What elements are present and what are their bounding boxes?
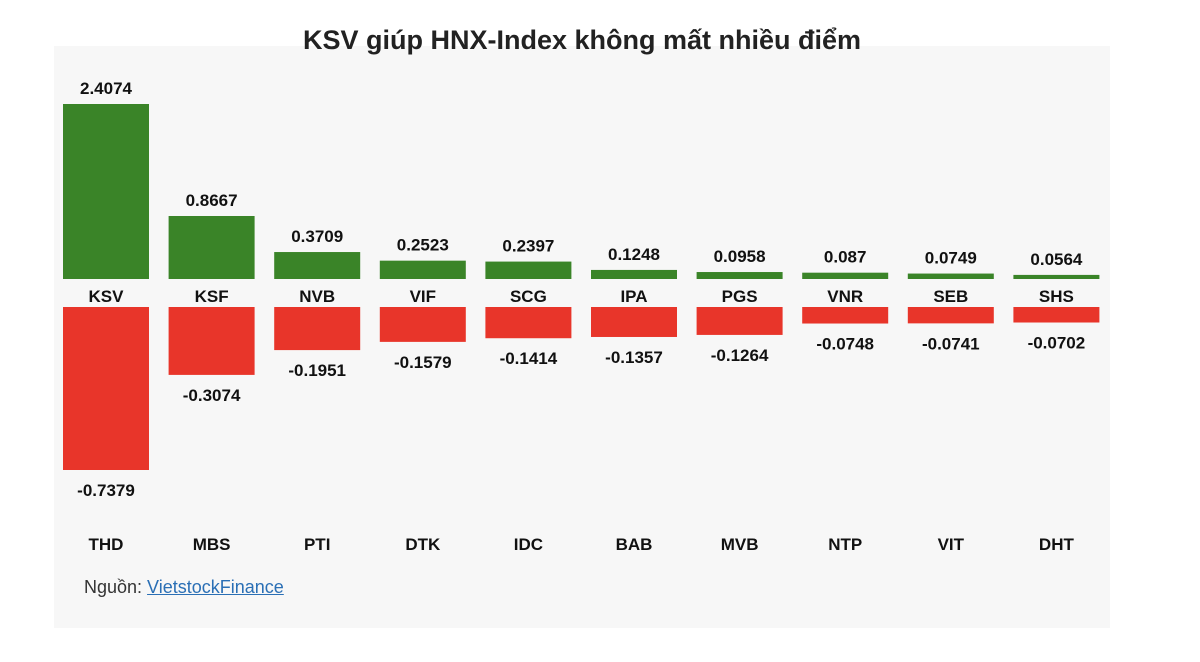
positive-category-label: KSF — [195, 287, 229, 306]
negative-bar — [274, 307, 361, 351]
positive-value-label: 0.8667 — [186, 191, 238, 210]
negative-category-label: MVB — [721, 535, 759, 554]
negative-bar — [379, 307, 466, 342]
positive-value-label: 0.1248 — [608, 245, 660, 264]
positive-category-label: NVB — [299, 287, 335, 306]
negative-bar — [485, 307, 572, 339]
negative-category-label: VIT — [938, 535, 965, 554]
negative-bar — [802, 307, 889, 324]
negative-category-label: DTK — [405, 535, 441, 554]
negative-bar — [63, 307, 149, 470]
positive-bar — [63, 104, 149, 279]
negative-value-label: -0.1357 — [605, 348, 663, 367]
negative-value-label: -0.1951 — [288, 361, 346, 380]
negative-value-label: -0.1579 — [394, 353, 452, 372]
negative-value-label: -0.1264 — [711, 346, 769, 365]
positive-value-label: 2.4074 — [80, 79, 133, 98]
positive-value-label: 0.3709 — [291, 227, 343, 246]
positive-value-label: 0.087 — [824, 248, 867, 267]
positive-category-label: PGS — [722, 287, 758, 306]
positive-category-label: KSV — [89, 287, 125, 306]
positive-bar — [907, 273, 994, 279]
positive-value-label: 0.2397 — [502, 237, 554, 256]
positive-bar — [591, 269, 677, 279]
positive-bar — [379, 260, 466, 279]
negative-bar — [591, 307, 677, 337]
source-note: Nguồn: VietstockFinance — [84, 577, 284, 598]
positive-bar — [1013, 274, 1100, 279]
positive-category-label: IPA — [620, 287, 647, 306]
negative-bar — [168, 307, 255, 375]
negative-bar — [1013, 307, 1100, 323]
positive-category-label: VIF — [410, 287, 436, 306]
positive-value-label: 0.0749 — [925, 249, 977, 268]
positive-bar — [485, 261, 572, 279]
negative-bar — [696, 307, 783, 335]
negative-bar — [907, 307, 994, 324]
chart-title: KSV giúp HNX-Index không mất nhiều điểm — [302, 25, 862, 55]
negative-value-label: -0.3074 — [183, 386, 241, 405]
negative-value-label: -0.0748 — [816, 335, 874, 354]
positive-category-label: SCG — [510, 287, 547, 306]
source-prefix: Nguồn: — [84, 577, 148, 597]
negative-value-label: -0.1414 — [500, 349, 558, 368]
negative-category-label: NTP — [828, 535, 862, 554]
positive-value-label: 0.2523 — [397, 236, 449, 255]
positive-bar — [274, 252, 361, 279]
negative-value-label: -0.7379 — [77, 481, 135, 500]
positive-category-label: SEB — [933, 287, 968, 306]
negative-value-label: -0.0741 — [922, 334, 980, 353]
positive-bar — [696, 272, 783, 279]
negative-category-label: MBS — [193, 535, 231, 554]
positive-category-label: SHS — [1039, 287, 1074, 306]
negative-category-label: IDC — [514, 535, 543, 554]
positive-category-label: VNR — [827, 287, 863, 306]
positive-value-label: 0.0958 — [714, 247, 766, 266]
negative-category-label: BAB — [616, 535, 653, 554]
positive-bar — [802, 272, 889, 279]
positive-value-label: 0.0564 — [1030, 250, 1083, 269]
negative-category-label: THD — [89, 535, 124, 554]
positive-bar — [168, 215, 255, 279]
negative-value-label: -0.0702 — [1028, 334, 1086, 353]
negative-category-label: DHT — [1039, 535, 1075, 554]
negative-category-label: PTI — [304, 535, 330, 554]
source-link[interactable]: VietstockFinance — [147, 577, 284, 597]
